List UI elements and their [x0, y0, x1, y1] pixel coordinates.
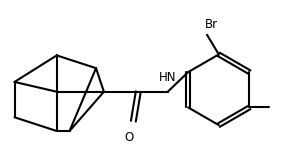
Text: HN: HN: [159, 71, 177, 84]
Text: Br: Br: [205, 18, 218, 31]
Text: O: O: [125, 131, 134, 144]
